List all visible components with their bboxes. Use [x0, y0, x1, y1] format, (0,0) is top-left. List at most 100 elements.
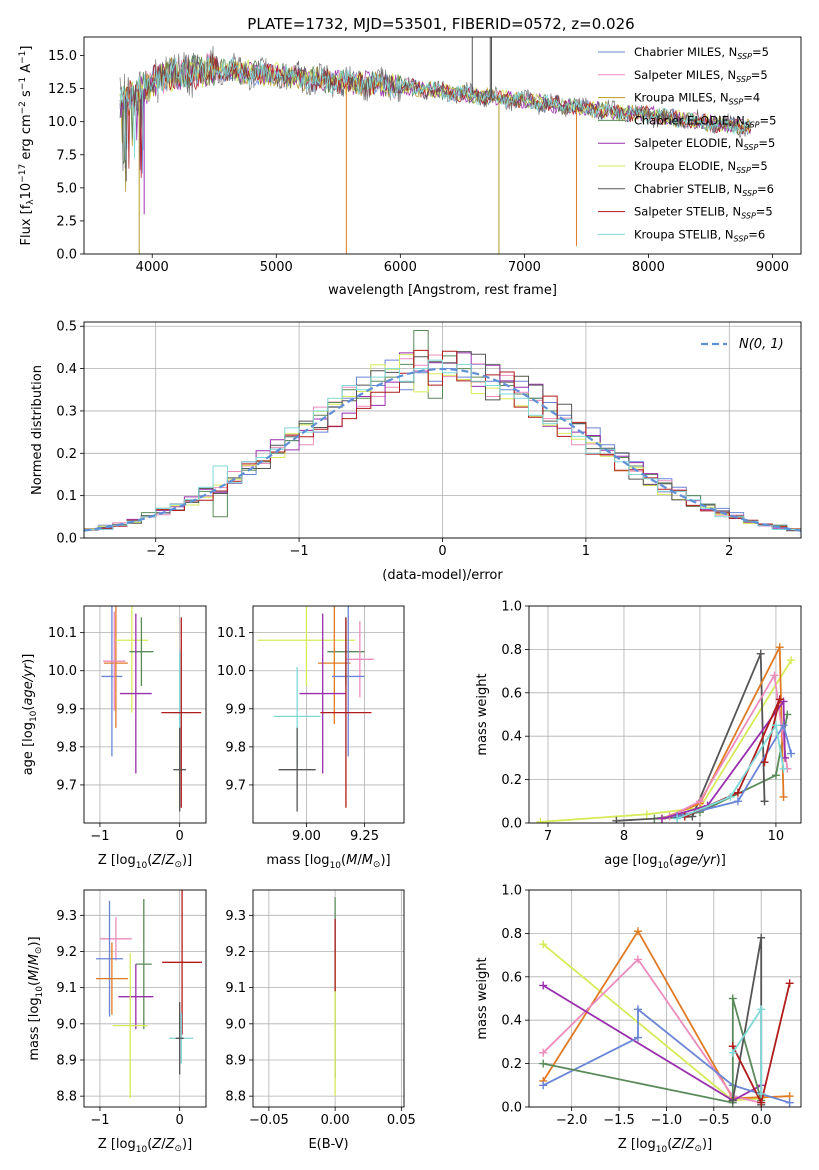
legend-label: Salpeter ELODIE, NSSP=5 — [634, 136, 775, 152]
legend-label-sub: SSP — [741, 212, 756, 221]
data-point — [278, 727, 316, 812]
weight_vs_age-lines — [536, 643, 796, 823]
x-tick-label: 2 — [725, 544, 733, 559]
y-tick-label: 9.0 — [225, 1017, 246, 1032]
mass-vs-z-ylabel-part: )] — [27, 936, 42, 946]
x-tick-label: −1 — [90, 1113, 109, 1128]
x-tick-label: 8000 — [632, 260, 665, 275]
age_vs_z-axes: −1 0 9.7 9.8 9.9 10.0 10.1 — [48, 606, 206, 844]
y-tick-label: 1.0 — [501, 884, 522, 899]
data-point — [101, 606, 123, 757]
y-tick-label: 0.8 — [501, 643, 522, 658]
mass-vs-z-ylabel-part: M — [27, 954, 42, 965]
y-tick-label: 0.6 — [501, 686, 522, 701]
mass-vs-z-xlabel-part: / — [161, 1137, 166, 1152]
weight-vs-age-xlabel-part: 10 — [657, 861, 669, 871]
mass-vs-z-xlabel-part: ( — [147, 1137, 152, 1152]
x-tick-label: −1 — [90, 829, 109, 844]
data-point — [320, 617, 372, 808]
age-vs-mass-xlabel-part: mass [log — [266, 853, 329, 868]
legend-label-text: Kroupa ELODIE, N — [634, 159, 736, 173]
y-tick-label: 2.5 — [56, 214, 77, 229]
normal-legend-label: N(0, 1) — [739, 337, 784, 352]
weight-series — [676, 723, 792, 818]
age-vs-z-ylabel-part: )] — [21, 654, 36, 664]
legend-label: Salpeter MILES, NSSP=5 — [634, 68, 768, 84]
legend-label-sub: SSP — [736, 75, 751, 84]
legend-label-text: Chabrier MILES, N — [634, 45, 737, 59]
mass-vs-z-ylabel-part: M — [27, 970, 42, 981]
legend-label: Kroupa MILES, NSSP=4 — [634, 91, 760, 107]
legend-label-sub: SSP — [729, 98, 744, 107]
weight-vs-z-xlabel-part: ⊙ — [694, 1144, 702, 1154]
age-vs-mass-xlabel-part: 10 — [330, 861, 342, 871]
mass-vs-z-ylabel-part: ( — [27, 981, 42, 986]
age-vs-z-ylabel-part: ( — [21, 706, 36, 711]
x-tick-label: 9000 — [756, 260, 789, 275]
y-tick-label: 0.4 — [501, 1014, 522, 1029]
age-vs-z-xlabel-part: Z [log — [98, 853, 136, 868]
weight_vs_age-axes: 7 8 9 10 0.0 0.2 0.4 0.6 0.8 1.0 — [501, 600, 801, 844]
y-tick-label: 5.0 — [56, 181, 77, 196]
legend-label: Kroupa ELODIE, NSSP=5 — [634, 159, 768, 175]
weight-series — [542, 943, 762, 1102]
ylabel-part: 10 — [19, 183, 34, 200]
mass-vs-ebv-xlabel: E(B-V) — [308, 1137, 348, 1152]
ylabel-part: −1 — [18, 77, 28, 90]
mass-vs-z-xlabel-part: 10 — [136, 1145, 148, 1155]
mass-vs-z-xlabel-part: )] — [182, 1137, 192, 1152]
ylabel-part: −1 — [18, 51, 28, 64]
y-tick-label: 0.2 — [501, 1057, 522, 1072]
weight-series — [669, 672, 789, 818]
age-vs-mass-xlabel-part: ( — [341, 853, 346, 868]
weight-series — [616, 653, 766, 822]
age-vs-z-ylabel-part: age/yr — [21, 662, 36, 705]
legend-label-sub: SSP — [745, 120, 760, 129]
y-tick-label: 8.8 — [56, 1090, 77, 1105]
legend-label-sub: SSP — [737, 52, 752, 61]
age-vs-z-ylabel: age [log10(age/yr)] — [21, 654, 39, 776]
ylabel-part: ] — [19, 46, 34, 51]
y-tick-label: 9.1 — [225, 981, 246, 996]
legend-label: Chabrier STELIB, NSSP=6 — [634, 182, 774, 198]
data-point — [173, 727, 187, 812]
age_vs_mass-axes: 9.00 9.25 9.7 9.8 9.9 10.0 10.1 — [217, 606, 404, 844]
x-tick-label: 4000 — [136, 260, 169, 275]
residuals-ylabel: Normed distribution — [30, 365, 45, 495]
data-point — [103, 606, 128, 728]
legend-label-suffix: =5 — [751, 159, 768, 173]
age-vs-mass-xlabel-part: )] — [380, 853, 390, 868]
weight-vs-age-xlabel-part: age [log — [604, 853, 657, 868]
y-tick-label: 0.0 — [501, 1101, 522, 1116]
y-tick-label: 9.2 — [56, 945, 77, 960]
residuals-frame — [83, 321, 802, 539]
weight-vs-z-xlabel-part: Z [log — [618, 1137, 656, 1152]
data-point — [161, 617, 202, 808]
data-point — [257, 606, 356, 686]
data-point — [162, 890, 203, 1035]
mass-vs-z-ylabel-part: mass [log — [27, 997, 42, 1060]
age-vs-z-xlabel-part: ⊙ — [174, 860, 182, 870]
mass-vs-z-xlabel-part: Z [log — [98, 1137, 136, 1152]
weight-vs-z-xlabel: Z [log10(Z/Z⊙)] — [618, 1137, 712, 1155]
x-tick-label: 10 — [768, 829, 785, 844]
x-tick-label: 9 — [696, 829, 704, 844]
data-point — [299, 613, 346, 774]
data-point — [175, 1002, 184, 1075]
ylabel-part: A — [19, 64, 34, 77]
weight_vs_age-frame — [528, 605, 802, 824]
y-tick-label: 0.4 — [56, 362, 77, 377]
legend-label-suffix: =5 — [760, 113, 777, 127]
x-tick-label: 0 — [176, 829, 184, 844]
y-tick-label: 9.1 — [56, 981, 77, 996]
y-tick-label: 0.4 — [501, 730, 522, 745]
y-tick-label: 10.0 — [48, 115, 77, 130]
weight-series — [731, 937, 763, 1105]
y-tick-label: 0.3 — [56, 404, 77, 419]
x-tick-label: −1.0 — [651, 1113, 683, 1128]
age-vs-z-xlabel-part: )] — [182, 853, 192, 868]
legend-label-text: Salpeter STELIB, N — [634, 205, 741, 219]
x-tick-label: 6000 — [384, 260, 417, 275]
y-tick-label: 0.2 — [501, 773, 522, 788]
mass_vs_z-frame — [83, 889, 207, 1108]
